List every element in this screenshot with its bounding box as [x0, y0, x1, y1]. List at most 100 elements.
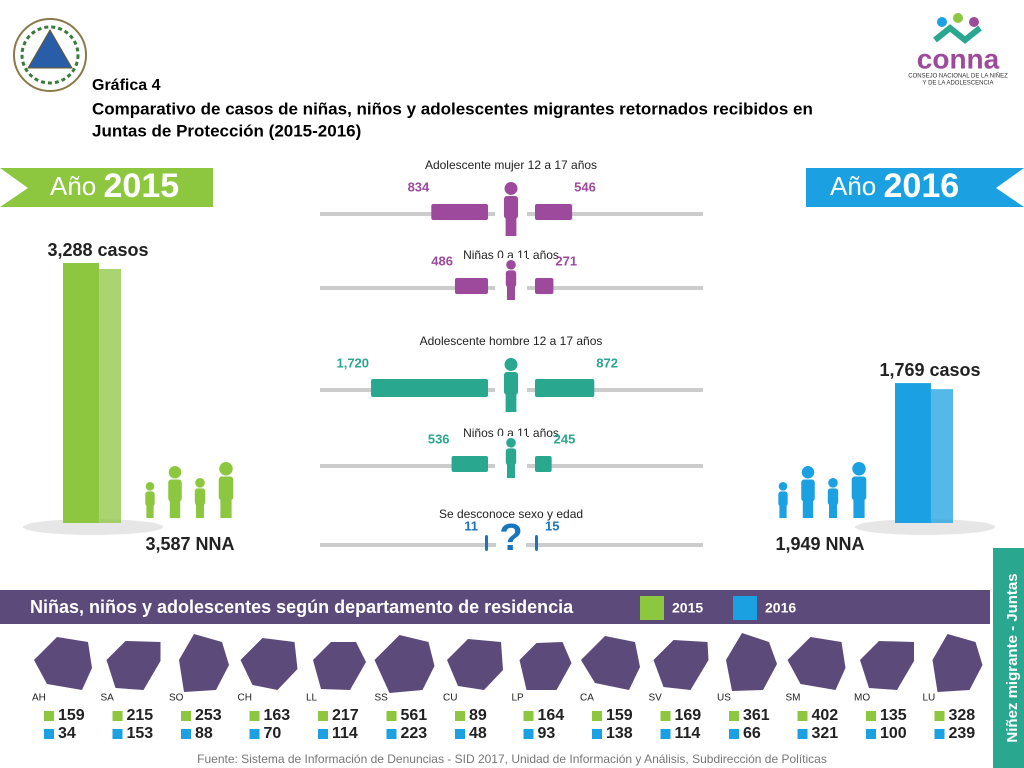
person-icon	[145, 482, 155, 518]
icon-body	[778, 491, 788, 507]
department-map	[519, 642, 572, 690]
logo-subtitle: CONSEJO NACIONAL DE LA NIÑEZ	[908, 73, 1008, 80]
nna-label: 3,587 NNA	[145, 534, 234, 554]
icon-head	[828, 478, 838, 488]
value-swatch	[455, 711, 465, 721]
group-value-label: 546	[574, 179, 596, 194]
department-value: 135	[880, 707, 907, 724]
nna-label: 1,949 NNA	[775, 534, 864, 554]
department-value: 163	[264, 707, 291, 724]
icon-body	[503, 196, 519, 219]
icon-legs	[169, 500, 181, 518]
cases-label: 3,288 casos	[47, 240, 148, 260]
value-swatch	[249, 711, 260, 721]
unknown-symbol: ?	[499, 517, 522, 559]
value-swatch	[592, 711, 602, 721]
year-banner	[0, 168, 213, 207]
icon-head	[801, 466, 815, 479]
person-icon	[827, 478, 839, 518]
value-swatch	[866, 729, 876, 739]
department-code: SM	[786, 693, 801, 704]
person-icon	[505, 438, 517, 478]
department-value: 217	[332, 707, 359, 724]
legend-label: 2016	[765, 600, 796, 616]
group-bar	[535, 278, 554, 294]
person-icon	[851, 462, 867, 518]
department-value: 159	[606, 707, 633, 724]
group-value-label: 15	[545, 518, 559, 533]
legend-label: 2015	[672, 600, 703, 616]
bar-side	[930, 389, 953, 523]
section-title: Niñas, niños y adolescentes según depart…	[30, 597, 574, 617]
group-bar	[485, 535, 488, 551]
icon-head	[195, 478, 205, 488]
group-value-label: 872	[596, 355, 618, 370]
group-bar	[451, 456, 488, 472]
department-code: US	[717, 693, 731, 704]
department-map	[374, 635, 435, 693]
icon-legs	[146, 505, 154, 518]
emblem	[13, 18, 87, 92]
icon-head	[168, 466, 182, 479]
department-map	[726, 633, 777, 691]
value-swatch	[797, 729, 808, 739]
department-map	[313, 642, 366, 690]
value-swatch	[729, 711, 739, 721]
legend-swatch	[733, 596, 757, 620]
value-swatch	[318, 729, 328, 739]
department-map	[179, 634, 229, 692]
group-value-label: 271	[555, 253, 577, 268]
department-value: 169	[675, 707, 702, 724]
department-value: 215	[127, 707, 154, 724]
icon-body	[505, 448, 517, 466]
year-prefix: Año	[830, 171, 876, 201]
department-code: CA	[580, 693, 594, 704]
chart-title: Juntas de Protección (2015-2016)	[92, 121, 361, 140]
department-value: 34	[58, 725, 76, 742]
department-code: LL	[306, 693, 318, 704]
icon-head	[852, 462, 866, 476]
icon-body	[503, 372, 519, 395]
department-code: LU	[923, 693, 936, 704]
value-swatch	[523, 729, 534, 739]
value-swatch	[797, 711, 808, 721]
symbol-bg	[496, 520, 526, 560]
icon-body	[851, 476, 867, 501]
department-map	[860, 641, 914, 690]
side-label: Niñez migrante - Juntas	[1004, 573, 1021, 742]
department-value: 66	[743, 725, 761, 742]
group-value-label: 1,720	[336, 355, 369, 370]
department-map	[447, 639, 503, 690]
section-band	[0, 590, 990, 624]
group-value-label: 486	[431, 253, 453, 268]
bar-shadow	[855, 519, 995, 535]
department-code: SS	[375, 693, 389, 704]
value-swatch	[112, 729, 123, 739]
value-swatch	[660, 711, 671, 721]
value-swatch	[44, 729, 54, 739]
group-label: Adolescente hombre 12 a 17 años	[420, 334, 603, 348]
icon-legs	[507, 286, 515, 300]
person-icon	[503, 358, 519, 412]
year-prefix: Año	[50, 171, 96, 201]
person-icon	[168, 466, 182, 518]
value-swatch	[592, 729, 602, 739]
chart-title: Comparativo de casos de niñas, niños y a…	[92, 99, 813, 118]
department-code: SO	[169, 693, 184, 704]
department-value: 93	[538, 725, 556, 742]
icon-head	[504, 182, 518, 195]
year-value: 2016	[884, 167, 960, 205]
department-value: 114	[675, 725, 701, 742]
legend-swatch	[640, 596, 664, 620]
value-swatch	[386, 729, 397, 739]
value-swatch	[249, 729, 260, 739]
department-code: CU	[443, 693, 457, 704]
department-map	[787, 637, 846, 690]
icon-body	[827, 488, 839, 506]
department-code: SA	[101, 693, 115, 704]
icon-body	[194, 488, 206, 506]
value-swatch	[866, 711, 876, 721]
value-swatch	[181, 711, 191, 721]
bar-side	[98, 269, 121, 523]
icon-legs	[853, 498, 865, 518]
